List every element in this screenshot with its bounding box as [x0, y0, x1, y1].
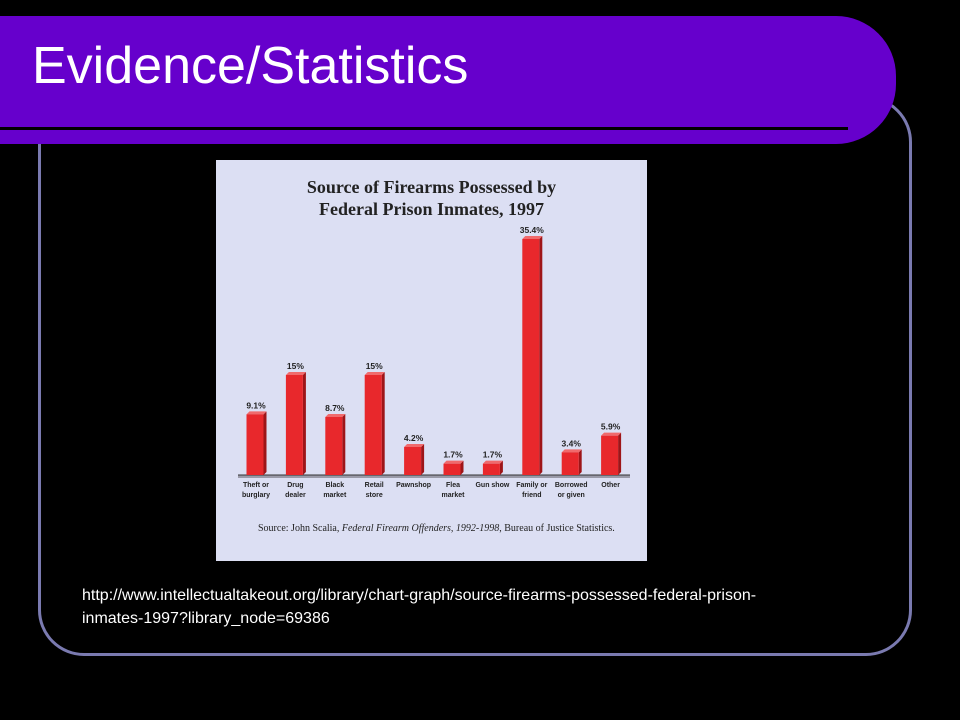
- value-label: 9.1%: [246, 400, 266, 410]
- source-suffix: , Bureau of Justice Statistics.: [499, 523, 615, 534]
- source-url-line1: http://www.intellectualtakeout.org/libra…: [82, 587, 757, 604]
- bar-side: [302, 372, 306, 475]
- bar-side: [460, 460, 464, 475]
- source-title: Federal Firearm Offenders, 1992-1998: [341, 523, 500, 534]
- bar: [601, 435, 619, 475]
- bar-chart: 9.1% Theft or burglary 15% Drug dealer 8.7% Bla…: [238, 225, 630, 499]
- bar: [325, 417, 343, 475]
- bar: [246, 414, 264, 475]
- category-label: Gun show: [475, 482, 509, 489]
- bar-side: [381, 372, 385, 475]
- value-label: 1.7%: [443, 450, 463, 460]
- bar-top: [325, 414, 346, 417]
- bar-top: [443, 460, 464, 464]
- category-label: Pawnshop: [396, 482, 431, 489]
- bar-side: [499, 460, 503, 475]
- source-prefix: Source: John Scalia,: [258, 523, 342, 534]
- chart-floor: [238, 475, 630, 478]
- value-label: 1.7%: [483, 450, 503, 460]
- category-label: Other: [601, 482, 620, 489]
- bar-top: [246, 411, 267, 415]
- value-label: 4.2%: [404, 433, 424, 443]
- title-bar-fill: [0, 16, 896, 144]
- bar: [522, 239, 540, 475]
- bar-side: [578, 449, 582, 475]
- bar: [443, 463, 461, 475]
- category-label: Theft or: [243, 482, 269, 489]
- category-label: burglary: [242, 492, 270, 499]
- bar-side: [539, 236, 543, 475]
- category-label: Retail: [365, 482, 384, 489]
- category-label: Drug: [287, 482, 303, 489]
- bar-top: [561, 449, 582, 453]
- category-label: Black: [325, 482, 344, 489]
- bar: [482, 463, 500, 475]
- bar-top: [601, 432, 622, 436]
- bar: [561, 452, 579, 475]
- category-label: dealer: [285, 492, 306, 499]
- category-label: Borrowed: [555, 482, 588, 489]
- category-label: or given: [558, 492, 585, 499]
- bar-side: [263, 411, 267, 475]
- title-bar-stripe: [0, 127, 848, 130]
- value-label: 35.4%: [520, 225, 545, 235]
- bar-top: [404, 444, 425, 447]
- value-label: 8.7%: [325, 403, 345, 413]
- slide-title: Evidence/Statistics: [32, 37, 469, 95]
- value-label: 15%: [366, 361, 383, 371]
- category-label: Family or: [516, 482, 547, 489]
- value-label: 5.9%: [601, 422, 621, 432]
- value-label: 3.4%: [562, 438, 582, 448]
- source-url[interactable]: http://www.intellectualtakeout.org/libra…: [82, 584, 882, 630]
- bar-side: [421, 444, 425, 475]
- bar-top: [522, 236, 543, 239]
- category-label: store: [366, 492, 383, 499]
- bar: [404, 447, 422, 475]
- bar-side: [618, 432, 622, 475]
- source-url-line2: inmates-1997?library_node=69386: [82, 610, 330, 627]
- bar: [285, 375, 303, 475]
- chart-title: Source of Firearms Possessed by Federal …: [216, 176, 647, 220]
- value-label: 15%: [287, 361, 304, 371]
- category-label: Flea: [446, 482, 460, 489]
- category-label: market: [442, 492, 466, 499]
- category-label: friend: [522, 492, 541, 499]
- chart-title-line2: Federal Prison Inmates, 1997: [319, 199, 544, 219]
- category-label: market: [323, 492, 347, 499]
- chart-source: Source: John Scalia, Federal Firearm Off…: [258, 522, 628, 535]
- bar: [364, 375, 382, 475]
- bar-top: [364, 372, 385, 375]
- bar-top: [285, 372, 306, 375]
- title-bar: [0, 16, 896, 144]
- chart-image: Source of Firearms Possessed by Federal …: [216, 160, 647, 561]
- chart-title-line1: Source of Firearms Possessed by: [306, 177, 557, 197]
- bar-side: [342, 414, 346, 475]
- bar-top: [482, 460, 503, 464]
